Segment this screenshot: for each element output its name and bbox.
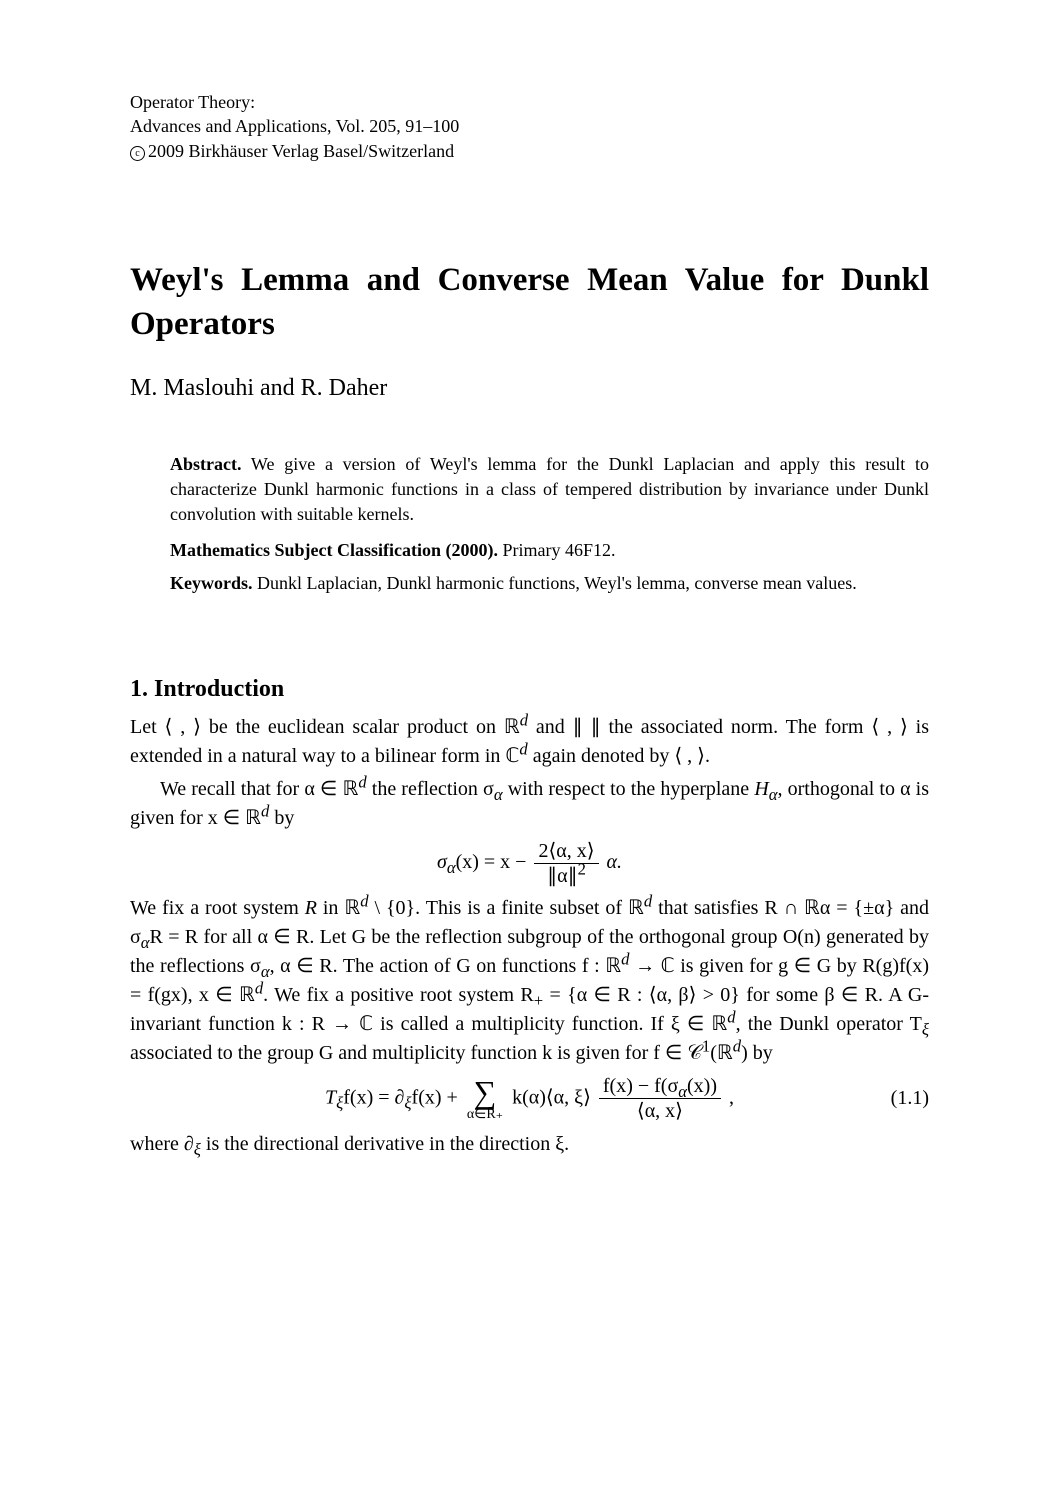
- header-line-3: c2009 Birkhäuser Verlag Basel/Switzerlan…: [130, 139, 929, 163]
- keywords-label: Keywords.: [170, 573, 253, 593]
- authors: M. Maslouhi and R. Daher: [130, 375, 929, 402]
- section-title-text: Introduction: [154, 676, 284, 702]
- paragraph-4: where ∂ξ is the directional derivative i…: [130, 1130, 929, 1159]
- copyright-icon: c: [130, 146, 145, 161]
- fraction: f(x) − f(σα(x)) ⟨α, x⟩: [599, 1076, 721, 1121]
- page: Operator Theory: Advances and Applicatio…: [0, 0, 1054, 1500]
- msc-label: Mathematics Subject Classification (2000…: [170, 540, 498, 560]
- abstract: Abstract. We give a version of Weyl's le…: [170, 452, 929, 528]
- paragraph-2: We recall that for α ∈ ℝd the reflection…: [130, 775, 929, 833]
- paper-title: Weyl's Lemma and Converse Mean Value for…: [130, 258, 929, 347]
- msc: Mathematics Subject Classification (2000…: [170, 538, 929, 563]
- keywords-text: Dunkl Laplacian, Dunkl harmonic function…: [257, 573, 857, 593]
- fraction: 2⟨α, x⟩ ∥α∥2: [534, 841, 598, 886]
- running-header: Operator Theory: Advances and Applicatio…: [130, 90, 929, 163]
- section-number: 1.: [130, 676, 148, 702]
- header-line-1: Operator Theory:: [130, 90, 929, 114]
- abstract-text: We give a version of Weyl's lemma for th…: [170, 454, 929, 524]
- header-publisher: 2009 Birkhäuser Verlag Basel/Switzerland: [148, 141, 454, 161]
- keywords: Keywords. Dunkl Laplacian, Dunkl harmoni…: [170, 571, 929, 596]
- summation: ∑ α∈R₊: [467, 1076, 503, 1122]
- paragraph-3: We fix a root system R in ℝd \ {0}. This…: [130, 894, 929, 1068]
- header-line-2: Advances and Applications, Vol. 205, 91–…: [130, 114, 929, 138]
- equation-number: (1.1): [891, 1087, 929, 1110]
- equation-sigma: σα(x) = x − 2⟨α, x⟩ ∥α∥2 α.: [130, 841, 929, 886]
- msc-text: Primary 46F12.: [502, 540, 615, 560]
- equation-dunkl-operator: Tξf(x) = ∂ξf(x) + ∑ α∈R₊ k(α)⟨α, ξ⟩ f(x)…: [130, 1076, 929, 1122]
- section-heading: 1. Introduction: [130, 676, 929, 703]
- paragraph-1: Let ⟨ , ⟩ be the euclidean scalar produc…: [130, 713, 929, 771]
- abstract-label: Abstract.: [170, 454, 241, 474]
